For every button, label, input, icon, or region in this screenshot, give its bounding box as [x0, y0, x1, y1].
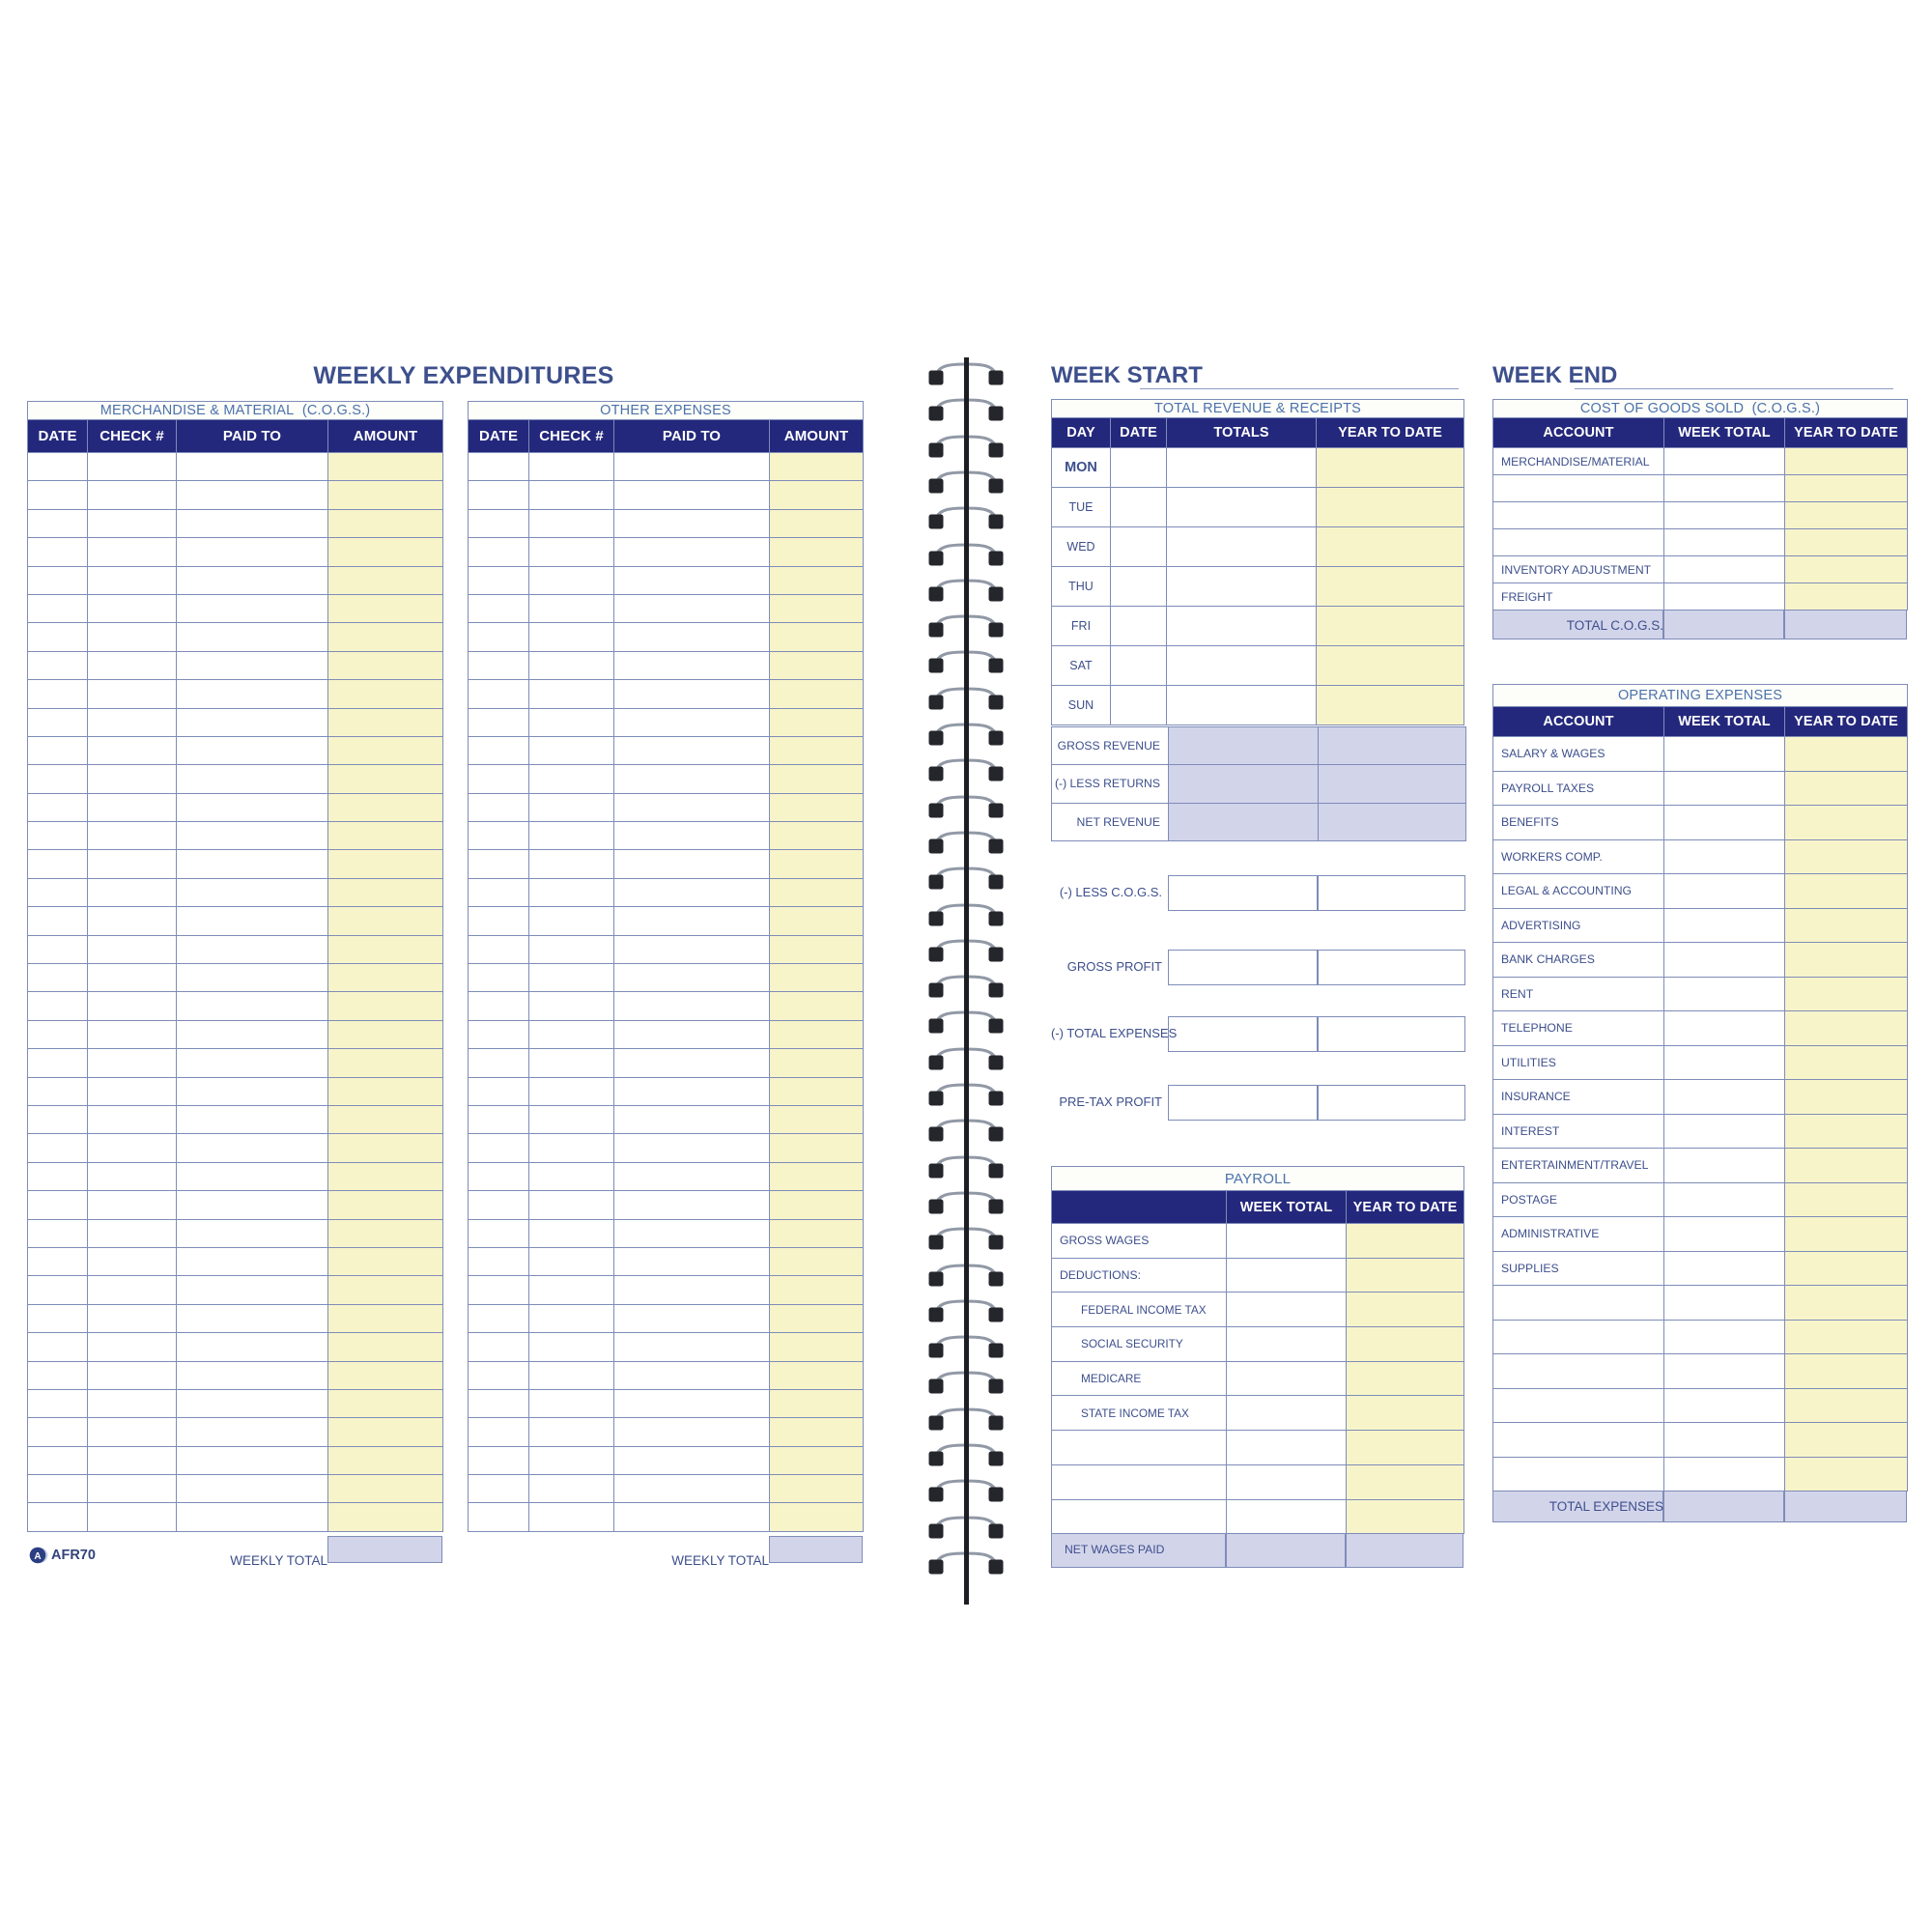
svg-text:A: A: [34, 1551, 41, 1562]
